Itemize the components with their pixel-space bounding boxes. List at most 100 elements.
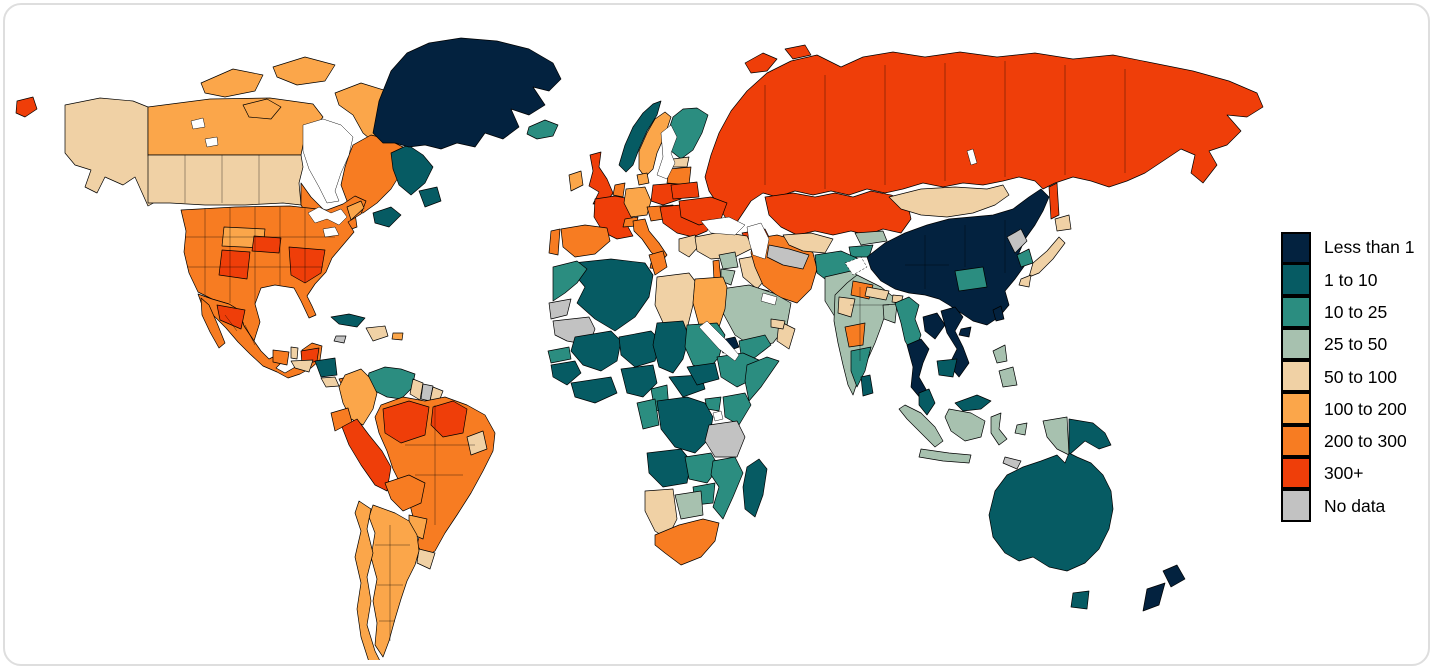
country-russia-franz-josef[interactable] xyxy=(784,44,812,60)
country-greece[interactable] xyxy=(678,234,700,258)
country-mozambique[interactable] xyxy=(710,456,744,520)
country-indonesia-papua[interactable] xyxy=(1042,416,1070,456)
country-australia-tasmania[interactable] xyxy=(1070,590,1090,610)
country-honduras[interactable] xyxy=(290,359,314,373)
state-northeast[interactable] xyxy=(346,200,365,221)
state-kansas[interactable] xyxy=(251,235,282,254)
country-russia-chukotka[interactable] xyxy=(15,96,38,118)
country-bolivia[interactable] xyxy=(384,474,426,512)
country-australia[interactable] xyxy=(988,452,1114,572)
country-drc[interactable] xyxy=(656,396,714,454)
country-estonia[interactable] xyxy=(672,156,690,168)
country-germany[interactable] xyxy=(623,186,652,218)
country-nepal[interactable] xyxy=(864,286,890,301)
country-indonesia-java[interactable] xyxy=(918,448,972,464)
country-guatemala[interactable] xyxy=(272,349,290,366)
country-mali[interactable] xyxy=(570,330,622,372)
country-spain[interactable] xyxy=(560,224,611,258)
country-taiwan[interactable] xyxy=(992,305,1005,322)
country-western-sahara[interactable] xyxy=(548,298,572,320)
country-indonesia-borneo[interactable] xyxy=(944,408,986,442)
country-uzbekistan[interactable] xyxy=(782,232,834,254)
country-indonesia-sulawesi[interactable] xyxy=(990,412,1008,446)
country-belize[interactable] xyxy=(290,346,299,360)
country-thailand[interactable] xyxy=(906,338,930,400)
country-south-sudan[interactable] xyxy=(686,362,720,386)
country-indonesia-moluccas[interactable] xyxy=(1014,422,1028,436)
country-indonesia-sumatra[interactable] xyxy=(898,404,944,448)
country-somalia[interactable] xyxy=(744,356,780,402)
country-madagascar[interactable] xyxy=(742,458,768,518)
country-hispaniola[interactable] xyxy=(365,325,389,342)
legend-item-less-than-1[interactable]: Less than 1 xyxy=(1281,232,1414,265)
country-uruguay[interactable] xyxy=(416,548,436,570)
country-south-africa[interactable] xyxy=(654,518,720,566)
country-turkmenistan[interactable] xyxy=(766,244,810,270)
country-papua-new-guinea[interactable] xyxy=(1068,418,1112,456)
country-chile[interactable] xyxy=(354,500,381,660)
country-peru[interactable] xyxy=(341,418,392,492)
country-canada-maritimes[interactable] xyxy=(372,206,402,228)
country-alaska[interactable] xyxy=(64,97,158,207)
country-libya[interactable] xyxy=(654,272,696,330)
country-canada-west-provinces[interactable] xyxy=(147,154,304,206)
state-mexico-north[interactable] xyxy=(216,304,246,330)
country-sri-lanka[interactable] xyxy=(860,374,874,397)
country-canada-labrador[interactable] xyxy=(390,144,434,196)
country-nicaragua[interactable] xyxy=(314,357,338,378)
country-canada-arctic-island[interactable] xyxy=(200,68,264,98)
state-brazil-para[interactable] xyxy=(430,400,468,438)
country-botswana[interactable] xyxy=(674,490,704,520)
country-finland[interactable] xyxy=(666,107,709,160)
legend-item-50-to-100[interactable]: 50 to 100 xyxy=(1281,360,1414,393)
country-russia-sakhalin[interactable] xyxy=(1048,182,1060,220)
state-india-maharashtra[interactable] xyxy=(844,322,866,348)
legend-item-100-to-200[interactable]: 100 to 200 xyxy=(1281,392,1414,425)
state-india-rajasthan[interactable] xyxy=(837,296,856,318)
country-costa-rica[interactable] xyxy=(320,376,340,388)
country-kyrgyzstan[interactable] xyxy=(854,230,888,246)
country-kenya[interactable] xyxy=(722,392,752,426)
country-tanzania[interactable] xyxy=(704,420,746,458)
country-puerto-rico[interactable] xyxy=(391,332,404,341)
country-benelux[interactable] xyxy=(612,182,626,198)
country-new-zealand-south[interactable] xyxy=(1142,582,1166,612)
legend-item-no-data[interactable]: No data xyxy=(1281,489,1414,522)
country-new-zealand-north[interactable] xyxy=(1162,564,1186,588)
country-senegal[interactable] xyxy=(547,346,572,364)
country-cuba[interactable] xyxy=(330,313,366,328)
legend-item-10-to-25[interactable]: 10 to 25 xyxy=(1281,295,1414,329)
country-tunisia[interactable] xyxy=(648,250,668,276)
country-congo-gabon[interactable] xyxy=(636,398,660,430)
country-myanmar[interactable] xyxy=(894,296,922,356)
country-algeria[interactable] xyxy=(572,258,654,332)
country-united-kingdom[interactable] xyxy=(588,151,614,205)
country-bangladesh[interactable] xyxy=(882,303,898,324)
country-argentina[interactable] xyxy=(368,504,420,658)
country-china-hainan[interactable] xyxy=(958,326,972,338)
country-canada-arctic-island[interactable] xyxy=(272,56,336,86)
legend-item-200-to-300[interactable]: 200 to 300 xyxy=(1281,424,1414,458)
country-malaysia-east[interactable] xyxy=(954,394,992,412)
legend-item-300-plus[interactable]: 300+ xyxy=(1281,457,1414,490)
country-philippines-luzon[interactable] xyxy=(992,344,1008,364)
country-ireland[interactable] xyxy=(568,170,584,192)
country-cambodia[interactable] xyxy=(936,358,958,378)
country-vietnam[interactable] xyxy=(940,306,970,378)
country-nigeria[interactable] xyxy=(620,364,658,398)
country-norway[interactable] xyxy=(618,100,662,173)
country-denmark[interactable] xyxy=(636,172,650,186)
legend-item-1-to-10[interactable]: 1 to 10 xyxy=(1281,263,1414,296)
state-arizona[interactable] xyxy=(218,249,251,280)
country-syria[interactable] xyxy=(718,251,739,270)
country-north-korea[interactable] xyxy=(1006,228,1028,254)
country-japan-honshu[interactable] xyxy=(1028,236,1066,278)
country-mexico-baja[interactable] xyxy=(200,297,226,349)
country-angola[interactable] xyxy=(646,448,692,488)
state-china-sichuan[interactable] xyxy=(954,266,988,292)
country-greenland[interactable] xyxy=(372,37,562,150)
country-egypt[interactable] xyxy=(692,276,728,328)
country-iceland[interactable] xyxy=(526,119,559,140)
country-guinea[interactable] xyxy=(550,360,582,386)
country-jamaica[interactable] xyxy=(333,335,347,344)
